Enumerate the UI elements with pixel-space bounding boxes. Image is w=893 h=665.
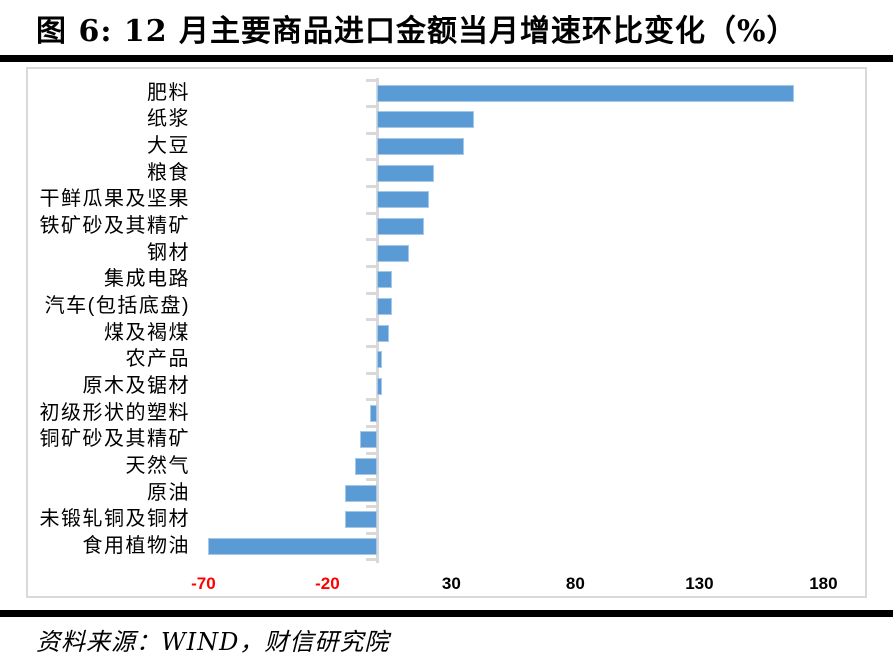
category-label: 钢材	[147, 241, 190, 264]
divider-bottom	[0, 610, 893, 617]
category-axis-tick	[366, 78, 376, 82]
category-label: 大豆	[147, 135, 190, 158]
category-axis-tick	[366, 158, 376, 162]
x-tick-label: 80	[565, 574, 585, 593]
category-axis-tick	[366, 371, 376, 375]
category-axis-tick	[366, 238, 376, 242]
category-label: 纸浆	[147, 108, 190, 131]
category-axis-tick	[366, 398, 376, 402]
bar	[208, 537, 377, 555]
category-axis-tick	[366, 558, 376, 562]
category-axis-tick	[366, 451, 376, 455]
category-axis-tick	[366, 265, 376, 269]
category-label: 原木及锯材	[82, 374, 190, 397]
x-tick-label: -70	[191, 574, 216, 593]
category-label: 农产品	[125, 348, 190, 371]
category-label: 集成电路	[104, 268, 190, 291]
bar	[377, 298, 392, 316]
bar	[377, 324, 390, 342]
value-axis-line	[375, 78, 379, 563]
bar	[377, 84, 794, 102]
category-axis-tick	[366, 131, 376, 135]
figure-title: 图 6: 12 月主要商品进口金额当月增速环比变化（%）	[36, 14, 798, 49]
bar	[377, 351, 382, 369]
import-growth-bar-chart: 肥料纸浆大豆粮食干鲜瓜果及坚果 铁矿砂及其精矿钢材集成电路汽车(包括底盘) 煤及褐煤…	[26, 67, 867, 598]
category-axis-tick	[366, 345, 376, 348]
category-label: 初级形状的塑料	[39, 401, 190, 424]
category-axis-tick	[366, 105, 376, 109]
x-tick-label: 130	[685, 574, 714, 593]
divider-top	[0, 55, 893, 62]
category-axis-tick	[366, 531, 376, 535]
x-tick-label: 30	[441, 574, 461, 593]
bar	[377, 377, 382, 395]
bar	[377, 164, 435, 182]
category-axis-tick	[366, 185, 376, 189]
category-axis-tick	[366, 478, 376, 482]
category-label: 干鲜瓜果及坚果	[39, 188, 190, 211]
bar	[377, 111, 474, 129]
category-label: 肥料	[147, 81, 190, 104]
category-label: 粮食	[147, 161, 190, 184]
bar	[377, 244, 410, 262]
category-axis-tick	[366, 424, 376, 428]
bar	[344, 511, 377, 529]
x-tick-label: 180	[809, 574, 838, 593]
category-axis-tick	[366, 211, 376, 215]
category-axis-tick	[366, 504, 376, 508]
category-label: 铁矿砂及其精矿	[39, 215, 190, 238]
bar	[369, 404, 377, 422]
category-label: 天然气	[125, 454, 190, 477]
category-label: 铜矿砂及其精矿	[39, 428, 190, 451]
chart-plot-area: 肥料纸浆大豆粮食干鲜瓜果及坚果 铁矿砂及其精矿钢材集成电路汽车(包括底盘) 煤及褐煤…	[28, 69, 865, 596]
bar	[359, 431, 377, 449]
category-label: 原油	[147, 481, 190, 504]
category-label: 未锻轧铜及铜材	[39, 508, 190, 531]
category-axis-tick	[366, 291, 376, 295]
bar	[377, 218, 425, 236]
x-tick-label: -20	[315, 574, 340, 593]
category-label: 煤及褐煤	[104, 321, 190, 344]
bar	[377, 191, 430, 209]
category-label: 汽车(包括底盘)	[44, 295, 190, 318]
bar	[377, 271, 392, 289]
source-note: 资料来源：WIND，财信研究院	[36, 628, 390, 656]
bar	[377, 138, 464, 156]
category-label: 食用植物油	[82, 534, 190, 557]
bar	[354, 457, 377, 475]
bar	[344, 484, 377, 502]
category-axis-tick	[366, 318, 376, 322]
